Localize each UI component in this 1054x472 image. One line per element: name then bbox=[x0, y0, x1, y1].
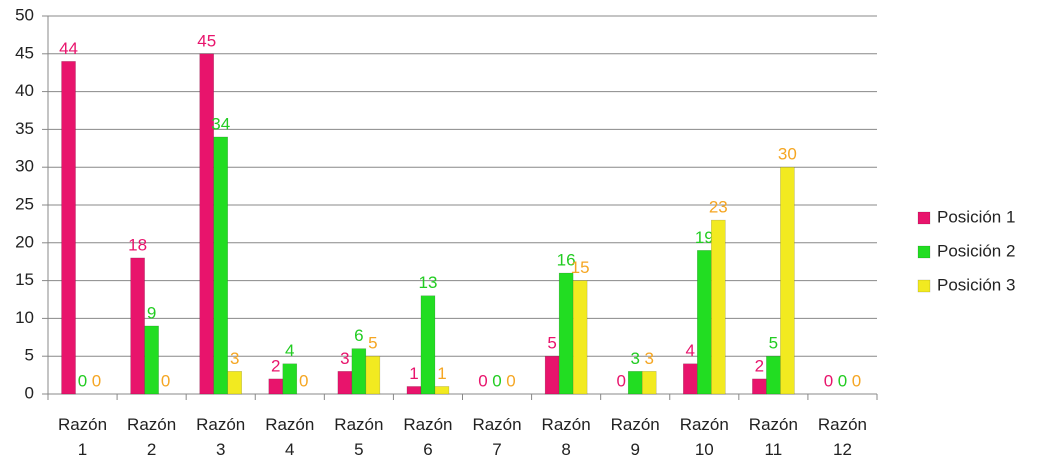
data-label: 4 bbox=[285, 341, 294, 360]
x-tick-label: Razón 9 bbox=[610, 415, 660, 459]
bar bbox=[337, 371, 353, 395]
bar bbox=[780, 166, 795, 395]
bar bbox=[544, 355, 560, 395]
legend-swatch bbox=[917, 279, 931, 293]
bar bbox=[766, 355, 781, 395]
data-label: 5 bbox=[368, 334, 377, 353]
bar bbox=[697, 250, 712, 395]
bar bbox=[641, 371, 657, 395]
x-tick-label: Razón 4 bbox=[265, 415, 315, 459]
data-label: 0 bbox=[824, 371, 833, 390]
bar bbox=[144, 325, 159, 395]
bar bbox=[752, 378, 767, 395]
data-label: 44 bbox=[59, 39, 78, 58]
data-label: 4 bbox=[686, 341, 695, 360]
data-label: 3 bbox=[644, 349, 653, 368]
y-tick-label: 0 bbox=[25, 383, 34, 402]
bar bbox=[558, 272, 574, 395]
data-label: 1 bbox=[437, 364, 446, 383]
data-label: 19 bbox=[695, 228, 714, 247]
data-label: 0 bbox=[78, 371, 87, 390]
legend-label: Posición 1 bbox=[937, 207, 1015, 226]
data-label: 3 bbox=[230, 349, 239, 368]
data-label: 18 bbox=[128, 235, 147, 254]
data-label: 3 bbox=[630, 349, 639, 368]
x-tick-label: Razón 8 bbox=[541, 415, 591, 459]
y-tick-label: 20 bbox=[15, 232, 34, 251]
data-label: 0 bbox=[616, 371, 625, 390]
x-tick-label: Razón 12 bbox=[817, 415, 868, 459]
bar bbox=[572, 280, 588, 395]
y-tick-label: 35 bbox=[15, 119, 34, 138]
legend-swatch bbox=[917, 211, 931, 225]
data-label: 2 bbox=[271, 356, 280, 375]
data-label: 5 bbox=[547, 334, 556, 353]
bar bbox=[130, 257, 145, 395]
data-label: 1 bbox=[409, 364, 418, 383]
y-tick-label: 5 bbox=[25, 346, 34, 365]
bar bbox=[227, 371, 242, 395]
data-label: 30 bbox=[778, 145, 797, 164]
y-tick-label: 15 bbox=[15, 270, 34, 289]
data-label: 34 bbox=[211, 114, 230, 133]
data-label: 0 bbox=[478, 371, 487, 390]
x-tick-label: Razón 3 bbox=[196, 415, 246, 459]
legend-swatch bbox=[917, 245, 931, 259]
bar bbox=[406, 386, 422, 395]
bar bbox=[282, 363, 298, 395]
x-tick-label: Razón 11 bbox=[748, 415, 798, 459]
y-tick-label: 45 bbox=[15, 43, 34, 62]
x-tick-label: Razón 2 bbox=[127, 415, 177, 459]
bar bbox=[351, 348, 367, 395]
bar bbox=[213, 136, 228, 395]
bar bbox=[711, 219, 726, 395]
data-label: 23 bbox=[709, 198, 728, 217]
x-tick-label: Razón 7 bbox=[472, 415, 522, 459]
bar bbox=[434, 386, 450, 395]
bar bbox=[627, 371, 643, 395]
x-tick-label: Razón 1 bbox=[57, 415, 108, 459]
bar bbox=[420, 295, 436, 395]
data-label: 5 bbox=[769, 334, 778, 353]
data-label: 0 bbox=[299, 371, 308, 390]
data-label: 13 bbox=[418, 273, 437, 292]
data-label: 45 bbox=[197, 31, 216, 50]
data-label: 15 bbox=[571, 258, 590, 277]
x-tick-label: Razón 5 bbox=[334, 415, 384, 459]
data-label: 3 bbox=[340, 349, 349, 368]
x-tick-label: Razón 10 bbox=[679, 415, 729, 459]
bar bbox=[199, 53, 214, 395]
data-label: 0 bbox=[852, 371, 861, 390]
data-label: 0 bbox=[506, 371, 515, 390]
legend-label: Posición 2 bbox=[937, 241, 1015, 260]
data-label: 9 bbox=[147, 303, 156, 322]
y-tick-label: 10 bbox=[15, 308, 34, 327]
data-label: 0 bbox=[838, 371, 847, 390]
legend-label: Posición 3 bbox=[937, 275, 1015, 294]
y-tick-label: 30 bbox=[15, 157, 34, 176]
data-label: 0 bbox=[492, 371, 501, 390]
data-label: 16 bbox=[557, 251, 576, 270]
data-label: 2 bbox=[755, 356, 764, 375]
bar bbox=[683, 363, 698, 395]
bar bbox=[268, 378, 284, 395]
data-label: 0 bbox=[161, 371, 170, 390]
y-tick-label: 40 bbox=[15, 81, 34, 100]
data-label: 0 bbox=[92, 371, 101, 390]
bar bbox=[61, 61, 76, 395]
data-label: 6 bbox=[354, 326, 363, 345]
bar bbox=[365, 355, 381, 395]
x-tick-label: Razón 6 bbox=[403, 415, 453, 459]
y-tick-label: 50 bbox=[15, 5, 34, 24]
y-tick-label: 25 bbox=[15, 194, 34, 213]
